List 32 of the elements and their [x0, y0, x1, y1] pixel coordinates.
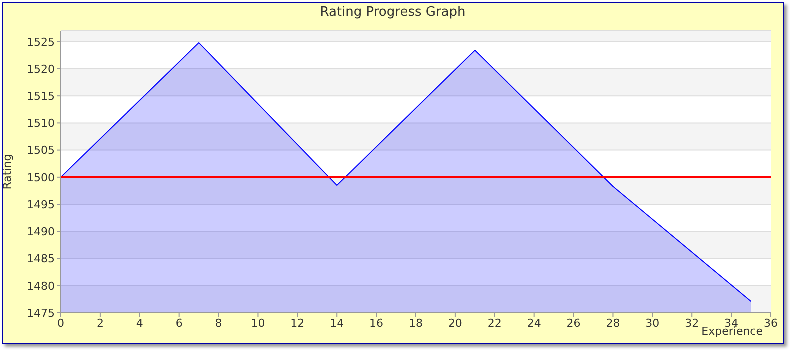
y-tick-label: 1480 — [27, 280, 55, 293]
x-tick-label: 26 — [566, 316, 581, 330]
y-tick-label: 1515 — [27, 90, 55, 103]
x-tick-label: 18 — [409, 316, 423, 330]
x-tick-label: 4 — [136, 316, 144, 330]
y-tick-label: 1495 — [27, 198, 55, 212]
y-tick-label: 1475 — [27, 306, 55, 320]
x-tick-label: 22 — [488, 316, 502, 330]
y-tick-label: 1525 — [27, 36, 55, 49]
x-tick-label: 24 — [527, 316, 542, 330]
x-tick-label: 36 — [764, 316, 778, 330]
x-tick-label: 20 — [448, 316, 462, 330]
y-tick-label: 1500 — [27, 171, 55, 184]
x-tick-label: 16 — [370, 316, 384, 330]
y-tick-label: 1485 — [27, 252, 55, 266]
x-tick-label: 12 — [290, 316, 305, 330]
x-tick-label: 30 — [646, 316, 660, 330]
y-axis-title: Rating — [0, 154, 14, 190]
chart-title: Rating Progress Graph — [319, 5, 467, 20]
x-tick-label: 14 — [330, 316, 344, 330]
y-tick-label: 1490 — [27, 226, 55, 239]
x-tick-label: 2 — [96, 316, 104, 330]
x-tick-label: 0 — [58, 316, 64, 330]
x-axis-title: Experience — [702, 325, 763, 338]
y-tick-label: 1520 — [27, 62, 55, 76]
y-tick-label: 1505 — [27, 144, 55, 158]
x-tick-label: 8 — [215, 316, 222, 330]
x-tick-label: 28 — [606, 316, 620, 330]
y-tick-label: 1510 — [27, 117, 55, 130]
x-tick-label: 6 — [176, 316, 183, 330]
x-tick-label: 32 — [685, 316, 700, 330]
x-tick-label: 10 — [251, 316, 266, 330]
